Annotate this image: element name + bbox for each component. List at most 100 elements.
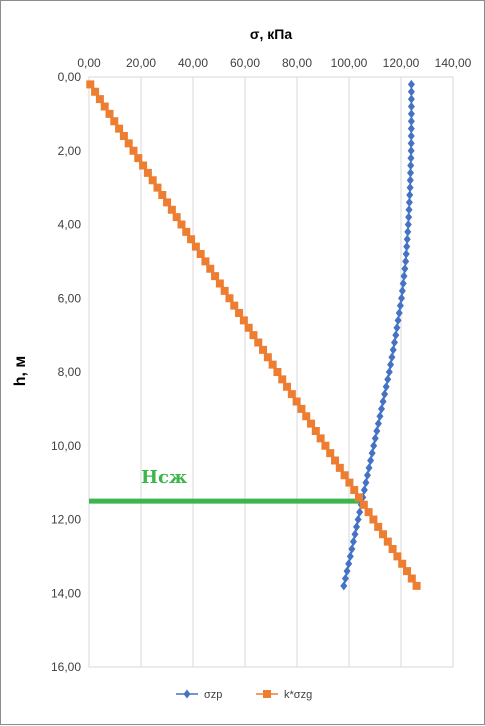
data-point-diamond (387, 360, 395, 370)
data-point-square (95, 95, 104, 104)
data-point-diamond (382, 382, 390, 392)
data-point-diamond (407, 168, 415, 178)
grid (88, 77, 454, 667)
data-point-diamond (378, 404, 385, 414)
data-point-square (359, 500, 368, 509)
y-axis-title: h, м (12, 356, 29, 387)
legend-label: k*σzg (284, 689, 312, 701)
annotation-label: Hсж (141, 467, 187, 488)
data-point-diamond (405, 197, 413, 207)
y-tick-label: 16,00 (51, 660, 81, 674)
data-point-diamond (403, 234, 411, 244)
y-tick-label: 12,00 (51, 513, 81, 527)
data-point-square (379, 530, 388, 539)
data-point-square (278, 375, 287, 384)
data-point-square (100, 102, 109, 111)
data-point-square (220, 286, 229, 295)
data-point-diamond (384, 374, 392, 384)
data-point-diamond (407, 138, 415, 148)
data-point-square (105, 109, 114, 118)
data-point-diamond (349, 537, 357, 547)
data-point-square (124, 139, 133, 148)
x-tick-label: 140,00 (435, 56, 472, 70)
data-point-square (311, 427, 320, 435)
data-point-diamond (353, 522, 361, 532)
data-point-diamond (393, 323, 401, 333)
data-point-diamond (407, 131, 415, 141)
legend-label: σzp (204, 689, 222, 701)
data-point-square (86, 80, 95, 89)
data-point-square (398, 559, 407, 568)
data-point-diamond (394, 315, 402, 325)
data-point-square (307, 419, 316, 428)
data-point-diamond (407, 109, 415, 119)
x-tick-labels: 0,00 20,00 40,00 60,00 80,00 100,00 120,00 140,… (77, 56, 471, 70)
data-point-square (412, 581, 421, 590)
data-point-square (158, 191, 167, 199)
data-point-square (316, 434, 325, 443)
data-point-square (302, 412, 311, 421)
data-point-diamond (371, 433, 379, 443)
data-point-diamond (341, 574, 349, 583)
y-tick-label: 0,00 (58, 70, 82, 84)
data-point-diamond (365, 463, 373, 473)
data-point-square (355, 493, 364, 502)
data-point-square (211, 272, 220, 281)
annotation-layer: Hсж (89, 467, 362, 504)
data-point-diamond (360, 485, 368, 495)
data-point-square (263, 353, 272, 362)
data-point-diamond (388, 352, 396, 362)
data-point-square (239, 316, 248, 325)
data-point-square (110, 117, 119, 126)
data-point-square (287, 390, 296, 399)
data-point-square (403, 567, 412, 576)
y-tick-labels: 0,00 2,00 4,00 6,00 8,00 10,00 12,00 14,00 16,00 (51, 70, 81, 674)
data-point-diamond (348, 544, 356, 554)
x-tick-label: 80,00 (282, 56, 312, 70)
data-point-diamond (376, 411, 384, 421)
y-tick-label: 8,00 (58, 365, 82, 379)
data-point-square (326, 449, 335, 458)
data-point-square (321, 441, 330, 450)
data-point-diamond (398, 286, 406, 296)
x-tick-label: 20,00 (126, 56, 156, 70)
data-point-diamond (405, 205, 413, 215)
y-tick-label: 2,00 (58, 144, 82, 158)
data-point-diamond (405, 212, 413, 222)
data-point-diamond (399, 279, 407, 288)
data-point-square (369, 515, 378, 524)
data-point-square (254, 338, 263, 347)
data-point-square (134, 154, 143, 163)
x-axis-title: σ, кПа (250, 26, 292, 42)
data-point-diamond (346, 551, 354, 561)
data-point-diamond (381, 389, 389, 399)
data-point-square (167, 205, 176, 214)
data-point-diamond (395, 308, 403, 318)
data-point-square (119, 132, 128, 140)
data-point-square (283, 382, 292, 391)
data-point-diamond (402, 256, 410, 266)
x-tick-label: 0,00 (77, 56, 101, 70)
data-point-diamond (406, 183, 414, 193)
data-point-square (273, 368, 282, 376)
x-tick-label: 100,00 (331, 56, 368, 70)
data-point-square (91, 87, 100, 96)
data-point-diamond (391, 338, 398, 347)
data-point-square (297, 404, 306, 413)
data-point-diamond (392, 330, 400, 340)
data-point-square (182, 227, 191, 236)
data-point-diamond (373, 426, 381, 436)
data-point-diamond (354, 515, 362, 524)
data-point-diamond (362, 478, 370, 488)
data-point-square (163, 198, 172, 207)
data-point-square (225, 294, 234, 303)
data-point-square (407, 574, 416, 583)
data-point-diamond (343, 566, 351, 576)
data-point-diamond (368, 448, 376, 458)
data-point-diamond (407, 146, 415, 156)
data-point-square (374, 522, 383, 531)
data-point-square (388, 545, 397, 553)
data-point-diamond (407, 87, 415, 97)
data-point-diamond (370, 441, 378, 451)
